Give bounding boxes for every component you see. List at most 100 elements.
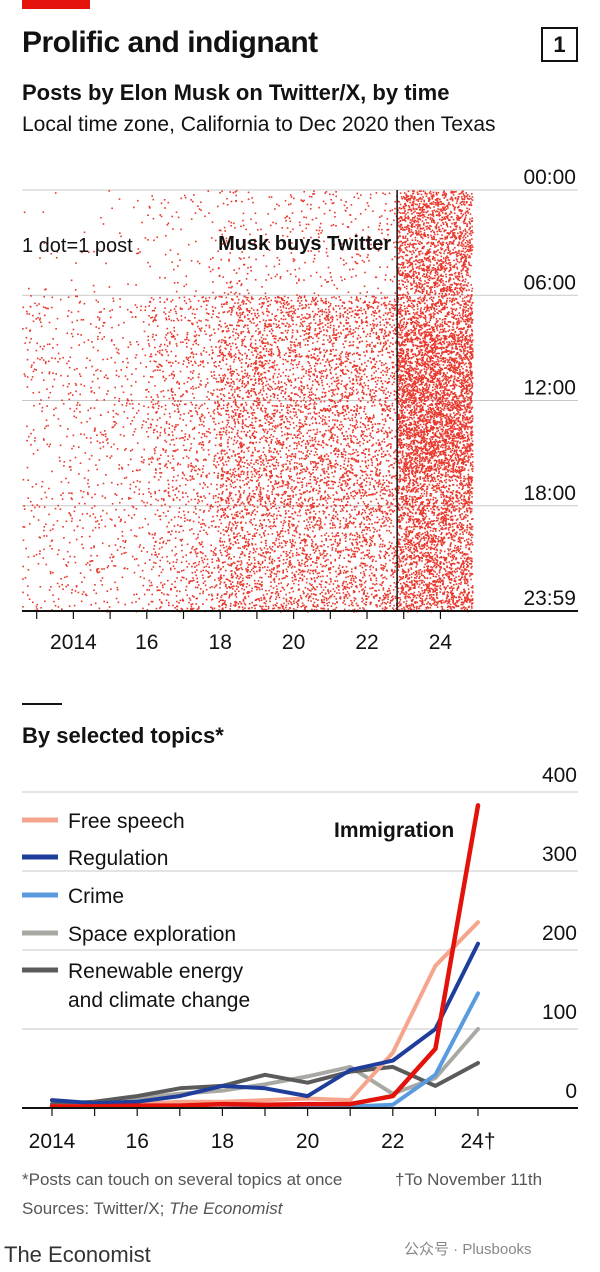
post-dot bbox=[169, 343, 171, 345]
post-dot bbox=[377, 367, 380, 370]
post-dot bbox=[247, 566, 249, 569]
post-dot bbox=[185, 585, 188, 588]
post-dot bbox=[246, 324, 249, 327]
post-dot bbox=[25, 547, 27, 550]
post-dot bbox=[242, 397, 244, 400]
post-dot bbox=[252, 309, 255, 311]
post-dot bbox=[265, 265, 268, 268]
post-dot bbox=[200, 354, 203, 356]
post-dot bbox=[239, 443, 241, 445]
post-dot bbox=[180, 516, 182, 519]
post-dot bbox=[173, 308, 176, 310]
post-dot bbox=[204, 555, 207, 557]
post-dot bbox=[387, 233, 389, 236]
post-dot bbox=[216, 511, 219, 513]
post-dot bbox=[151, 406, 154, 408]
post-dot bbox=[218, 339, 221, 342]
post-dot bbox=[285, 438, 288, 440]
post-dot bbox=[84, 452, 87, 454]
post-dot bbox=[70, 311, 73, 314]
post-dot bbox=[278, 350, 280, 352]
post-dot bbox=[282, 466, 284, 468]
post-dot bbox=[298, 425, 301, 428]
post-dot bbox=[108, 606, 111, 608]
post-dot bbox=[157, 366, 160, 369]
post-dot bbox=[242, 419, 244, 421]
post-dot bbox=[169, 443, 171, 446]
post-dot bbox=[161, 354, 164, 357]
post-dot bbox=[190, 605, 193, 608]
post-dot bbox=[257, 367, 259, 369]
post-dot bbox=[329, 437, 332, 439]
post-dot bbox=[79, 411, 81, 413]
post-dot bbox=[248, 577, 251, 579]
post-dot bbox=[42, 557, 45, 559]
post-dot bbox=[247, 412, 249, 414]
post-dot bbox=[239, 553, 242, 556]
post-dot bbox=[239, 601, 241, 603]
post-dot bbox=[268, 428, 271, 431]
post-dot bbox=[190, 443, 193, 445]
post-dot bbox=[158, 463, 161, 465]
post-dot bbox=[292, 411, 295, 413]
post-dot bbox=[225, 584, 227, 586]
post-dot bbox=[125, 447, 127, 450]
post-dot bbox=[377, 454, 379, 456]
post-dot bbox=[253, 549, 255, 551]
post-dot bbox=[220, 229, 222, 232]
post-dot bbox=[292, 408, 295, 410]
post-dot bbox=[267, 326, 269, 328]
post-dot bbox=[268, 325, 271, 327]
post-dot bbox=[217, 405, 220, 407]
post-dot bbox=[100, 216, 102, 219]
post-dot bbox=[339, 412, 341, 415]
post-dot bbox=[275, 474, 278, 477]
post-dot bbox=[372, 319, 375, 322]
post-dot bbox=[234, 601, 236, 603]
post-dot bbox=[171, 434, 174, 437]
post-dot bbox=[315, 594, 317, 596]
post-dot bbox=[165, 377, 167, 380]
post-dot bbox=[382, 314, 385, 317]
post-dot bbox=[159, 565, 161, 568]
post-dot bbox=[30, 444, 32, 446]
post-dot bbox=[244, 315, 246, 318]
post-dot bbox=[267, 509, 270, 511]
post-dot bbox=[180, 341, 182, 344]
post-dot bbox=[155, 353, 157, 356]
post-dot bbox=[161, 556, 164, 559]
post-dot bbox=[303, 468, 306, 471]
post-dot bbox=[229, 191, 231, 193]
post-dot bbox=[216, 316, 218, 318]
post-dot bbox=[171, 530, 173, 532]
post-dot bbox=[272, 353, 275, 355]
post-dot bbox=[262, 429, 265, 431]
post-dot bbox=[114, 581, 116, 584]
post-dot bbox=[263, 435, 265, 438]
post-dot bbox=[200, 209, 202, 211]
post-dot bbox=[187, 308, 190, 310]
post-dot bbox=[113, 403, 116, 406]
post-dot bbox=[185, 503, 187, 506]
post-dot bbox=[181, 576, 184, 579]
post-dot bbox=[142, 607, 144, 610]
post-dot bbox=[381, 348, 384, 350]
post-dot bbox=[249, 556, 251, 558]
post-dot bbox=[238, 380, 241, 382]
post-dot bbox=[385, 578, 388, 580]
post-dot bbox=[263, 469, 265, 472]
post-dot bbox=[202, 443, 205, 446]
post-dot bbox=[371, 464, 373, 467]
post-dot bbox=[261, 363, 263, 365]
post-dot bbox=[258, 378, 260, 380]
post-dot bbox=[178, 297, 181, 299]
post-dot bbox=[135, 354, 138, 356]
post-dot bbox=[227, 327, 229, 330]
post-dot bbox=[214, 549, 216, 551]
post-dot bbox=[112, 555, 115, 558]
post-dot bbox=[258, 298, 261, 301]
post-dot bbox=[237, 446, 240, 449]
post-dot bbox=[280, 386, 282, 388]
post-dot bbox=[258, 331, 260, 333]
post-dot bbox=[251, 544, 254, 546]
